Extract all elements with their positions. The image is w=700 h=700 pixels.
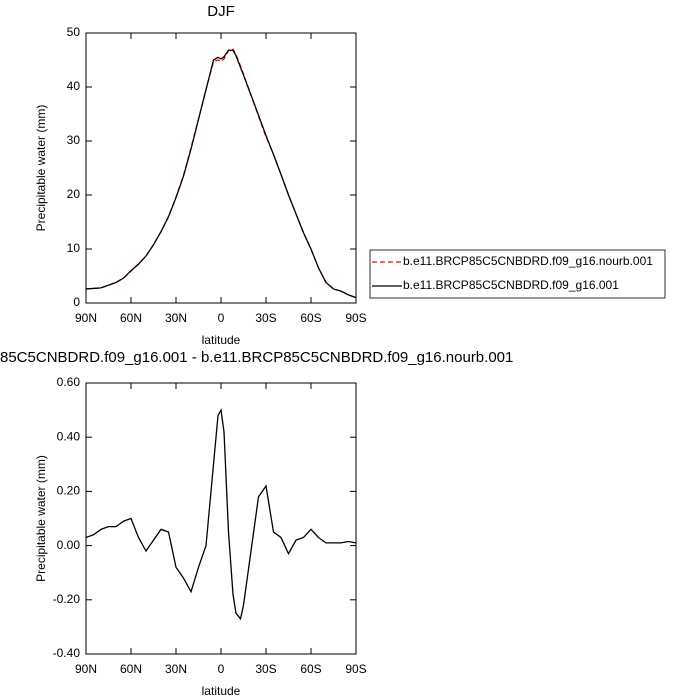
x-tick-label: 90N	[75, 662, 97, 676]
plot-frame	[85, 32, 357, 304]
y-tick-label: 50	[67, 25, 81, 39]
legend-label: b.e11.BRCP85C5CNBDRD.f09_g16.001	[403, 278, 619, 292]
x-tick-label: 60N	[120, 662, 142, 676]
y-tick-label: 0.20	[57, 484, 81, 498]
y-tick-label: 0	[73, 295, 80, 309]
x-tick-label: 30S	[255, 311, 276, 325]
legend-box	[369, 249, 666, 299]
y-tick-label: 20	[67, 187, 81, 201]
y-axis-title: Precipitable water (mm)	[34, 455, 48, 582]
data-line	[85, 49, 357, 299]
chart-title: DJF	[207, 3, 235, 20]
y-tick-label: -0.20	[53, 592, 81, 606]
x-tick-label: 60S	[300, 662, 321, 676]
chart-title: 85C5CNBDRD.f09_g16.001 - b.e11.BRCP85C5C…	[0, 349, 513, 366]
x-tick-label: 0	[218, 662, 225, 676]
x-tick-label: 60S	[300, 311, 321, 325]
x-tick-label: 30N	[165, 311, 187, 325]
x-tick-label: 90S	[345, 662, 366, 676]
y-axis-title: Precipitable water (mm)	[34, 105, 48, 232]
legend-label: b.e11.BRCP85C5CNBDRD.f09_g16.nourb.001	[403, 254, 653, 268]
y-tick-label: 40	[67, 79, 81, 93]
y-tick-label: 10	[67, 241, 81, 255]
y-tick-label: 0.00	[57, 538, 81, 552]
x-tick-label: 30N	[165, 662, 187, 676]
x-tick-label: 90S	[345, 311, 366, 325]
y-tick-label: 0.60	[57, 375, 81, 389]
x-axis-title: latitude	[202, 333, 241, 347]
y-tick-label: -0.40	[53, 646, 81, 660]
y-tick-label: 30	[67, 133, 81, 147]
plot-frame	[85, 382, 357, 655]
x-axis-title: latitude	[202, 684, 241, 698]
y-tick-label: 0.40	[57, 429, 81, 443]
x-tick-label: 60N	[120, 311, 142, 325]
x-tick-label: 90N	[75, 311, 97, 325]
x-tick-label: 0	[218, 311, 225, 325]
data-line	[85, 408, 357, 621]
x-tick-label: 30S	[255, 662, 276, 676]
